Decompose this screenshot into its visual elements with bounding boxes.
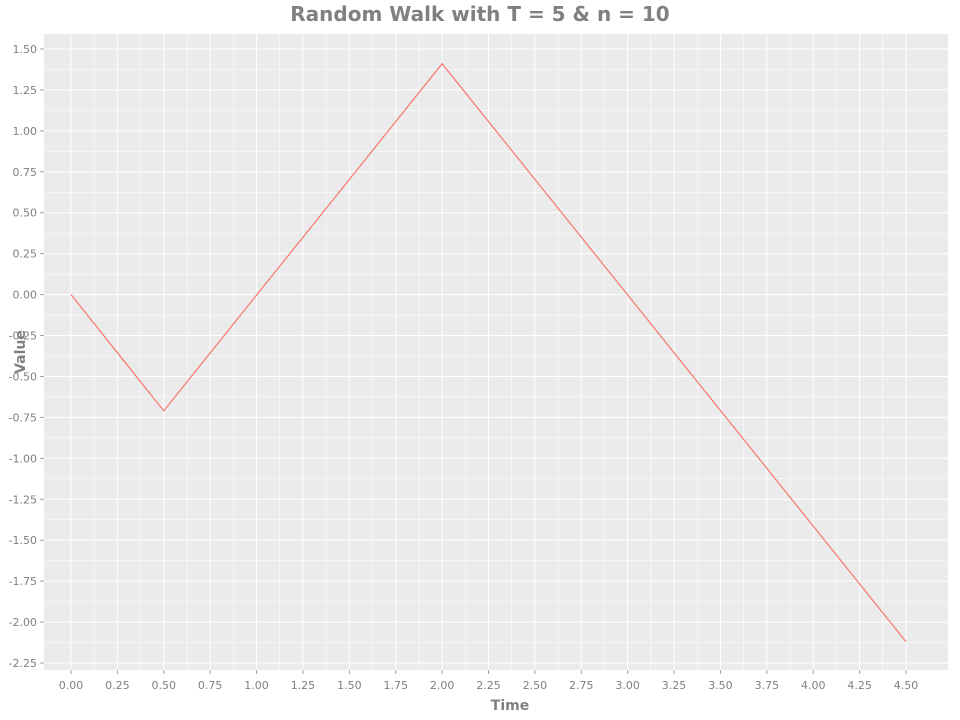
y-tick-label: -0.25	[9, 330, 37, 343]
x-tick-label: 0.75	[198, 679, 223, 692]
x-tick-label: 2.75	[569, 679, 594, 692]
y-tick-label: -1.25	[9, 493, 37, 506]
x-tick-label: 4.50	[894, 679, 919, 692]
y-tick-label: 0.25	[13, 248, 38, 261]
y-tick-label: -0.75	[9, 411, 37, 424]
y-tick-label: -2.00	[9, 616, 37, 629]
y-tick-label: 1.00	[13, 125, 38, 138]
x-axis-title: Time	[491, 698, 529, 714]
x-tick-label: 0.00	[59, 679, 84, 692]
series-line	[70, 62, 907, 643]
y-tick-label: 1.50	[13, 43, 38, 56]
y-tick-label: -2.25	[9, 657, 37, 670]
x-tick-label: 2.25	[476, 679, 501, 692]
x-tick-label: 2.00	[430, 679, 455, 692]
y-axis-title: Value	[13, 330, 29, 374]
y-tick-label: 1.25	[13, 84, 38, 97]
y-tick-label: -1.00	[9, 452, 37, 465]
x-tick-label: 2.50	[523, 679, 548, 692]
x-tick-label: 3.75	[755, 679, 780, 692]
grid	[44, 34, 948, 670]
x-tick-label: 1.00	[244, 679, 269, 692]
x-tick-label: 3.00	[615, 679, 640, 692]
x-tick-label: 1.75	[383, 679, 408, 692]
y-tick-label: 0.50	[13, 207, 38, 220]
series-layer	[70, 62, 907, 643]
y-tick-label: 0.75	[13, 166, 38, 179]
axis-ticks: 0.00 0.25 0.50 0.75 1.00 1.25 1.50 1.75 2.00 2.25…	[9, 43, 919, 692]
x-tick-label: 0.25	[105, 679, 130, 692]
plot-panel	[44, 34, 948, 670]
x-tick-label: 4.25	[847, 679, 872, 692]
y-tick-label: -1.50	[9, 534, 37, 547]
x-tick-label: 3.50	[708, 679, 733, 692]
x-tick-label: 3.25	[662, 679, 687, 692]
x-tick-label: 1.25	[291, 679, 316, 692]
x-tick-label: 1.50	[337, 679, 362, 692]
chart-title: Random Walk with T = 5 & n = 10	[290, 2, 669, 26]
y-tick-label: -0.50	[9, 370, 37, 383]
x-tick-label: 0.50	[152, 679, 177, 692]
y-tick-label: -1.75	[9, 575, 37, 588]
y-tick-label: 0.00	[13, 289, 38, 302]
x-tick-label: 4.00	[801, 679, 826, 692]
